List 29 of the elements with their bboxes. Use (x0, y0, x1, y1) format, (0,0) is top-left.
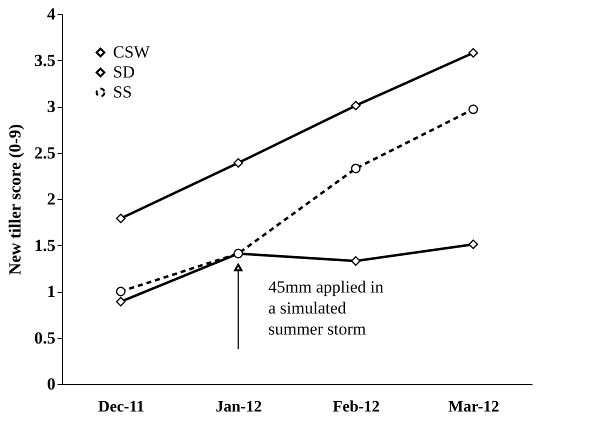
point (116, 296, 126, 307)
point (350, 256, 361, 266)
y-tick-label: 2 (47, 190, 56, 208)
y-axis-title: New tiller score (0-9) (5, 124, 24, 275)
point (468, 104, 478, 114)
y-tick-label: 0.5 (34, 328, 56, 348)
point (468, 239, 478, 250)
y-tick-label: 1.5 (34, 236, 56, 255)
point (116, 214, 126, 224)
point (233, 158, 244, 168)
x-tick-label: Mar-12 (448, 398, 500, 416)
y-tick-label: 0 (47, 374, 56, 394)
y-tick-label: 3 (47, 97, 56, 116)
point (116, 286, 126, 296)
y-tick-label: 4 (47, 4, 56, 24)
point (233, 248, 244, 258)
annotation: 45mm applied in a simulated summer storm (268, 278, 384, 338)
y-tick-label: 3.5 (34, 50, 56, 70)
legend-label: SD (113, 62, 135, 82)
y-tick-label: 1 (47, 282, 56, 301)
legend-label: CSW (113, 42, 151, 62)
point (350, 100, 361, 110)
point (350, 164, 361, 174)
x-tick-label: Feb-12 (332, 398, 380, 416)
point (468, 48, 478, 58)
legend-label: SS (113, 82, 132, 102)
x-tick-label: Jan-12 (216, 398, 262, 416)
y-tick-label: 2.5 (34, 143, 56, 162)
x-tick-label: Dec-11 (98, 398, 144, 416)
